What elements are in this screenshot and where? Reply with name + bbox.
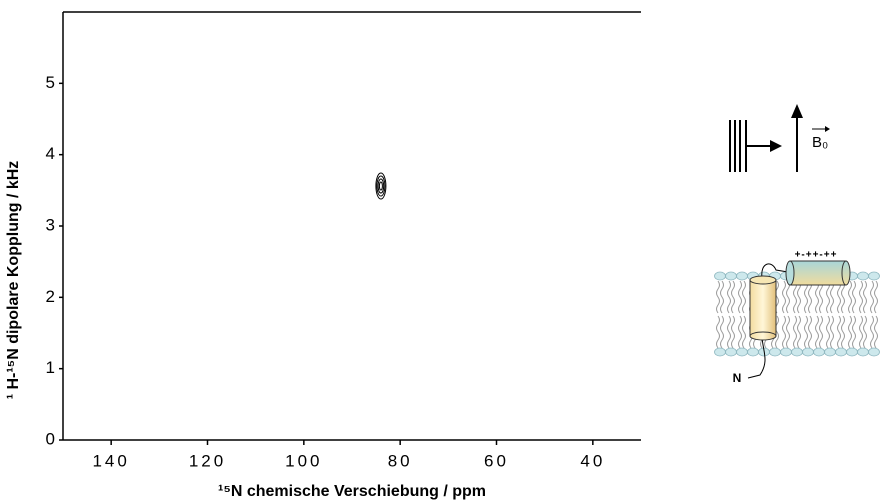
x-tick-label: 100: [285, 451, 322, 470]
x-tick-label: 80: [388, 451, 413, 470]
y-tick-label: 4: [46, 144, 58, 163]
field-label: B₀: [812, 134, 828, 151]
contour-line: [378, 181, 383, 191]
contour-line: [377, 178, 385, 194]
y-tick-label: 3: [46, 215, 58, 234]
membrane-diagram: [714, 260, 880, 379]
x-tick-label: 140: [92, 451, 129, 470]
x-tick-label: 120: [189, 451, 226, 470]
y-axis-label: ¹ H-¹⁵N dipolare Kopplung / kHz: [5, 161, 22, 400]
field-diagram: [729, 104, 830, 172]
y-tick-label: 0: [46, 429, 58, 448]
terminus-label: N: [733, 371, 742, 385]
contour-line: [375, 172, 387, 200]
x-tick-label: 60: [484, 451, 509, 470]
axes: [62, 11, 641, 441]
y-tick-label: 5: [46, 73, 58, 92]
y-tick-label: 1: [46, 358, 58, 377]
contour-line: [376, 175, 386, 197]
x-tick-label: 40: [580, 451, 605, 470]
x-axis-label: ¹⁵N chemische Verschiebung / ppm: [218, 483, 486, 500]
y-tick-label: 2: [46, 287, 58, 306]
charge-label: +-++-++: [795, 250, 838, 261]
